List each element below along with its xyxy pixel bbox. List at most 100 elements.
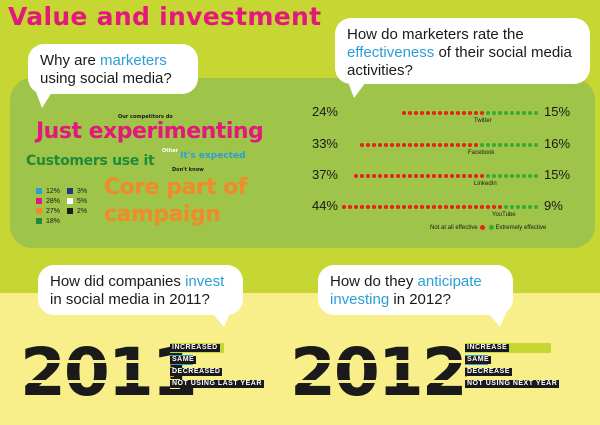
bar-label: Decreased xyxy=(170,368,223,376)
green-dot xyxy=(522,205,526,209)
red-dot xyxy=(480,205,484,209)
red-dot xyxy=(432,174,436,178)
red-dot xyxy=(390,205,394,209)
green-dot xyxy=(522,143,526,147)
word-cloud-legend: 12% 3% 28% 5% 27% 2% 18% xyxy=(36,186,98,226)
green-dot xyxy=(504,111,508,115)
red-dot xyxy=(378,174,382,178)
bar-label: Same xyxy=(170,356,197,364)
effectiveness-row-twitter: 24% 15% Twitter xyxy=(290,104,600,132)
not-effective-percent: 24% xyxy=(311,104,338,119)
bar-row: Same xyxy=(170,355,270,365)
red-dot xyxy=(414,205,418,209)
cloud-word: Just experimenting xyxy=(36,119,264,144)
red-dot xyxy=(360,143,364,147)
red-dot xyxy=(408,111,412,115)
red-dot xyxy=(354,205,358,209)
highlight-text: investing xyxy=(330,291,390,308)
red-dot xyxy=(438,205,442,209)
green-dot xyxy=(492,174,496,178)
red-dot xyxy=(468,143,472,147)
red-dot xyxy=(486,205,490,209)
green-dot xyxy=(522,174,526,178)
red-dot xyxy=(444,111,448,115)
red-dot xyxy=(420,205,424,209)
bar-row: Not using next year xyxy=(465,379,585,389)
red-dot xyxy=(390,143,394,147)
green-dot xyxy=(516,111,520,115)
green-dot xyxy=(534,174,538,178)
bubble-tail xyxy=(348,82,366,98)
red-dot xyxy=(348,205,352,209)
red-dot xyxy=(372,174,376,178)
green-dot xyxy=(528,143,532,147)
effectiveness-row-youtube: 44% 9% YouTube xyxy=(290,198,600,226)
red-dot xyxy=(462,205,466,209)
green-dot xyxy=(528,205,532,209)
red-dot xyxy=(384,143,388,147)
red-dot xyxy=(468,174,472,178)
red-dot xyxy=(402,205,406,209)
green-dot xyxy=(498,143,502,147)
highlight-text: anticipate xyxy=(417,273,482,290)
not-effective-percent: 37% xyxy=(311,167,338,182)
green-dot xyxy=(498,174,502,178)
red-dot xyxy=(420,111,424,115)
bars-2012: Increase Same Decrease Not using next year xyxy=(465,343,585,391)
green-dot xyxy=(528,174,532,178)
red-dot xyxy=(498,205,502,209)
legend-item: 18% xyxy=(36,216,67,226)
legend-item: 27% xyxy=(36,206,67,216)
question-bubble-marketers: Why are marketers using social media? xyxy=(28,44,198,94)
cloud-word: Our competitors do xyxy=(118,114,173,120)
red-dot-icon xyxy=(479,225,485,230)
bar-row: Same xyxy=(465,355,585,365)
red-dot xyxy=(450,174,454,178)
red-dot xyxy=(420,174,424,178)
red-dot xyxy=(360,174,364,178)
red-dot xyxy=(366,174,370,178)
red-dot xyxy=(396,205,400,209)
green-dot xyxy=(504,174,508,178)
bubble-tail xyxy=(36,92,52,108)
green-dot xyxy=(492,111,496,115)
red-dot xyxy=(384,174,388,178)
bubble-tail xyxy=(212,313,230,327)
red-dot xyxy=(468,111,472,115)
red-dot xyxy=(390,174,394,178)
red-dot xyxy=(396,174,400,178)
red-dot xyxy=(462,174,466,178)
green-dot xyxy=(504,143,508,147)
bar-label: Decrease xyxy=(465,368,512,376)
platform-label: Twitter xyxy=(474,118,492,124)
green-dot xyxy=(516,143,520,147)
dot-bar xyxy=(340,141,540,149)
green-dot xyxy=(534,205,538,209)
green-dot xyxy=(486,143,490,147)
legend-item: 3% xyxy=(67,186,98,196)
green-dot xyxy=(510,205,514,209)
bar-label: Increased xyxy=(170,344,220,352)
green-dot-icon xyxy=(488,225,494,230)
green-dot xyxy=(486,111,490,115)
red-dot xyxy=(408,174,412,178)
red-dot xyxy=(438,174,442,178)
red-dot xyxy=(372,143,376,147)
red-dot xyxy=(402,174,406,178)
red-dot xyxy=(474,143,478,147)
cloud-word: Customers use it xyxy=(26,153,155,169)
red-dot xyxy=(468,205,472,209)
green-dot xyxy=(504,205,508,209)
dot-bar xyxy=(340,109,540,117)
dot-bar xyxy=(340,172,540,180)
red-dot xyxy=(432,143,436,147)
red-dot xyxy=(438,111,442,115)
red-dot xyxy=(480,111,484,115)
extremely-effective-percent: 9% xyxy=(544,198,563,213)
red-dot xyxy=(384,205,388,209)
red-dot xyxy=(426,111,430,115)
red-dot xyxy=(366,205,370,209)
red-dot xyxy=(480,174,484,178)
red-dot xyxy=(426,205,430,209)
red-dot xyxy=(456,174,460,178)
